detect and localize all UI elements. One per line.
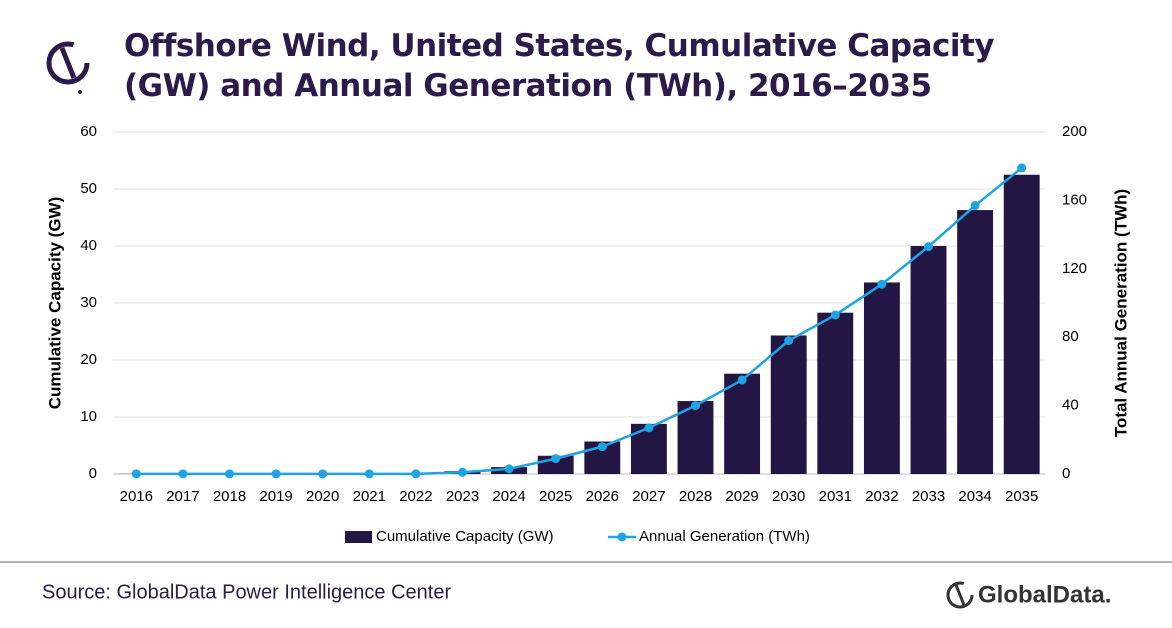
line-point	[597, 442, 607, 452]
line-point	[970, 201, 980, 211]
y2-tick-label: 40	[1062, 397, 1079, 414]
line-point	[830, 310, 840, 320]
x-tick-label: 2020	[306, 488, 339, 505]
brand-icon	[946, 581, 974, 609]
brand: GlobalData.	[978, 581, 1111, 608]
logo-icon	[46, 41, 90, 94]
x-tick-label: 2027	[632, 488, 665, 505]
x-tick-label: 2022	[399, 488, 432, 505]
x-tick-label: 2024	[492, 488, 525, 505]
line-point	[784, 336, 794, 346]
x-tick-label: 2028	[679, 488, 712, 505]
bar	[677, 401, 714, 474]
x-tick-label: 2030	[772, 488, 805, 505]
line	[136, 166, 1023, 476]
bar	[957, 210, 994, 474]
line-point	[924, 242, 933, 252]
line-point	[225, 469, 234, 479]
x-tick-label: 2035	[1005, 488, 1038, 505]
y-tick-label: 0	[89, 465, 97, 482]
x-tick-label: 2034	[958, 488, 991, 505]
line-point	[364, 469, 374, 479]
x-tick-label: 2033	[912, 488, 945, 505]
y2-tick-label: 0	[1062, 465, 1070, 482]
bar	[863, 282, 900, 474]
legend-label: Cumulative Capacity (GW)	[376, 528, 554, 545]
legend-swatch	[617, 532, 627, 542]
y-tick-label: 30	[80, 294, 97, 311]
y-tick-label: 40	[80, 237, 97, 254]
line-point	[1017, 163, 1027, 173]
line-point	[178, 469, 188, 479]
bar	[910, 246, 947, 474]
line-point	[691, 401, 700, 411]
y-axis-title: Cumulative Capacity (GW)	[45, 197, 64, 410]
x-tick-label: 2017	[166, 488, 199, 505]
line-point	[644, 423, 654, 433]
x-tick-label: 2023	[446, 488, 479, 505]
y2-tick-label: 120	[1062, 260, 1087, 277]
bar	[817, 312, 854, 474]
y2-tick-label: 80	[1062, 328, 1079, 345]
line-point	[131, 469, 141, 479]
legend-label: Annual Generation (TWh)	[639, 528, 810, 545]
line-point	[458, 467, 467, 477]
y2-axis-title: Total Annual Generation (TWh)	[1111, 189, 1130, 437]
line-point	[551, 454, 561, 464]
x-tick-label: 2029	[725, 488, 758, 505]
x-tick-label: 2018	[213, 488, 246, 505]
legend-swatch	[345, 531, 372, 543]
y-tick-label: 60	[80, 123, 97, 140]
x-tick-label: 2032	[865, 488, 898, 505]
x-tick-label: 2026	[586, 488, 619, 505]
line-point	[504, 464, 514, 474]
x-tick-label: 2031	[819, 488, 852, 505]
line-point	[737, 375, 747, 385]
x-tick-label: 2019	[259, 488, 292, 505]
bar	[1003, 174, 1040, 474]
x-tick-label: 2025	[539, 488, 572, 505]
line-point	[318, 469, 328, 479]
bar	[724, 373, 761, 474]
x-tick-label: 2021	[353, 488, 386, 505]
line-point	[877, 279, 887, 289]
chart-title: Offshore Wind, United States, Cumulative…	[124, 28, 995, 104]
y-tick-label: 10	[80, 408, 97, 425]
y2-tick-label: 160	[1062, 191, 1087, 208]
y2-tick-label: 200	[1062, 123, 1087, 140]
y-tick-label: 20	[80, 351, 97, 368]
line-point	[271, 469, 281, 479]
line-point	[411, 469, 421, 479]
source: Source: GlobalData Power Intelligence Ce…	[42, 581, 451, 603]
bar	[770, 335, 807, 474]
x-tick-label: 2016	[120, 488, 153, 505]
y-tick-label: 50	[80, 180, 97, 197]
